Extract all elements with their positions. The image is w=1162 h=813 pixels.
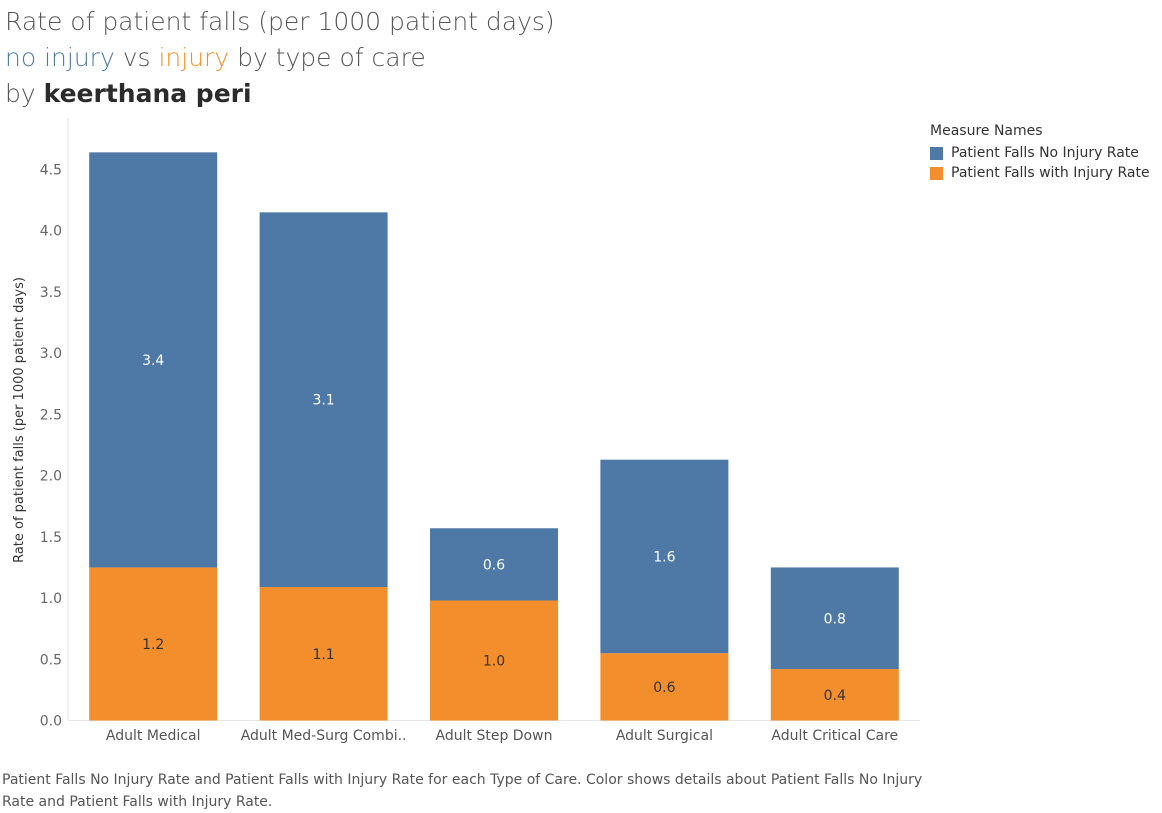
chart-caption: Patient Falls No Injury Rate and Patient… [2, 772, 923, 810]
byline-prefix: by [5, 79, 44, 108]
legend-label-no-injury: Patient Falls No Injury Rate [951, 145, 1139, 161]
legend-item-with-injury[interactable]: Patient Falls with Injury Rate [930, 163, 1150, 183]
y-tick-label: 4.5 [40, 162, 62, 178]
x-tick-label: Adult Medical [106, 728, 201, 744]
y-tick-label: 3.0 [40, 346, 62, 362]
y-tick-label: 2.0 [40, 469, 62, 485]
byline-author: keerthana peri [43, 79, 252, 108]
data-label: 3.4 [142, 353, 164, 369]
bar-segment [430, 528, 558, 601]
chart-title-block: Rate of patient falls (per 1000 patient … [5, 4, 555, 112]
data-label: 3.1 [312, 393, 334, 409]
bar-segment [770, 669, 899, 721]
data-label: 1.1 [312, 647, 334, 663]
x-tick-label: Adult Med-Surg Combi.. [241, 728, 407, 744]
y-tick-label: 2.5 [40, 407, 62, 423]
legend-title: Measure Names [930, 123, 1043, 139]
legend-item-no-injury[interactable]: Patient Falls No Injury Rate [930, 143, 1150, 163]
bar-segment [770, 567, 899, 670]
subtitle-vs: vs [114, 43, 159, 72]
data-label: 0.4 [824, 688, 846, 704]
data-label: 0.8 [824, 611, 846, 627]
x-tick-label: Adult Surgical [616, 728, 713, 744]
y-tick-label: 1.5 [40, 530, 62, 546]
data-label: 0.6 [653, 680, 675, 696]
y-tick-label: 0.5 [40, 652, 62, 668]
data-label: 1.0 [483, 654, 505, 670]
subtitle-injury: injury [158, 43, 230, 72]
y-tick-label: 3.5 [40, 285, 62, 301]
chart-byline: by keerthana peri [5, 76, 555, 112]
x-tick-label: Adult Critical Care [771, 728, 898, 744]
subtitle-by-type: by type of care [229, 43, 426, 72]
y-tick-label: 4.0 [40, 224, 62, 240]
x-tick-label: Adult Step Down [436, 728, 553, 744]
subtitle-no-injury: no injury [5, 43, 115, 72]
chart-subtitle: no injury vs injury by type of care [5, 40, 555, 76]
chart-title: Rate of patient falls (per 1000 patient … [5, 7, 555, 36]
bar-segment [259, 587, 388, 721]
bar-segment [259, 212, 388, 588]
legend-swatch-with-injury [930, 166, 943, 180]
y-tick-label: 0.0 [40, 714, 62, 730]
bar-segment [89, 567, 218, 721]
bar-segment [600, 653, 729, 721]
y-axis-label: Rate of patient falls (per 1000 patient … [12, 277, 27, 563]
bar-segment [600, 459, 729, 654]
y-tick-label: 1.0 [40, 591, 62, 607]
legend-swatch-no-injury [930, 146, 943, 160]
data-label: 0.6 [483, 557, 505, 573]
bar-segment [430, 600, 558, 721]
legend: Measure Names Patient Falls No Injury Ra… [930, 123, 1150, 183]
data-label: 1.2 [142, 637, 164, 653]
data-label: 1.6 [653, 549, 675, 565]
legend-label-with-injury: Patient Falls with Injury Rate [951, 165, 1150, 181]
bar-segment [89, 152, 218, 568]
